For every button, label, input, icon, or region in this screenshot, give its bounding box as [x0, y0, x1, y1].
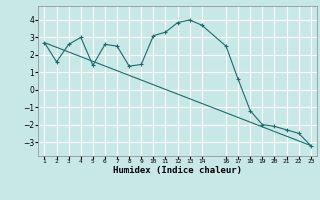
X-axis label: Humidex (Indice chaleur): Humidex (Indice chaleur)	[113, 166, 242, 175]
